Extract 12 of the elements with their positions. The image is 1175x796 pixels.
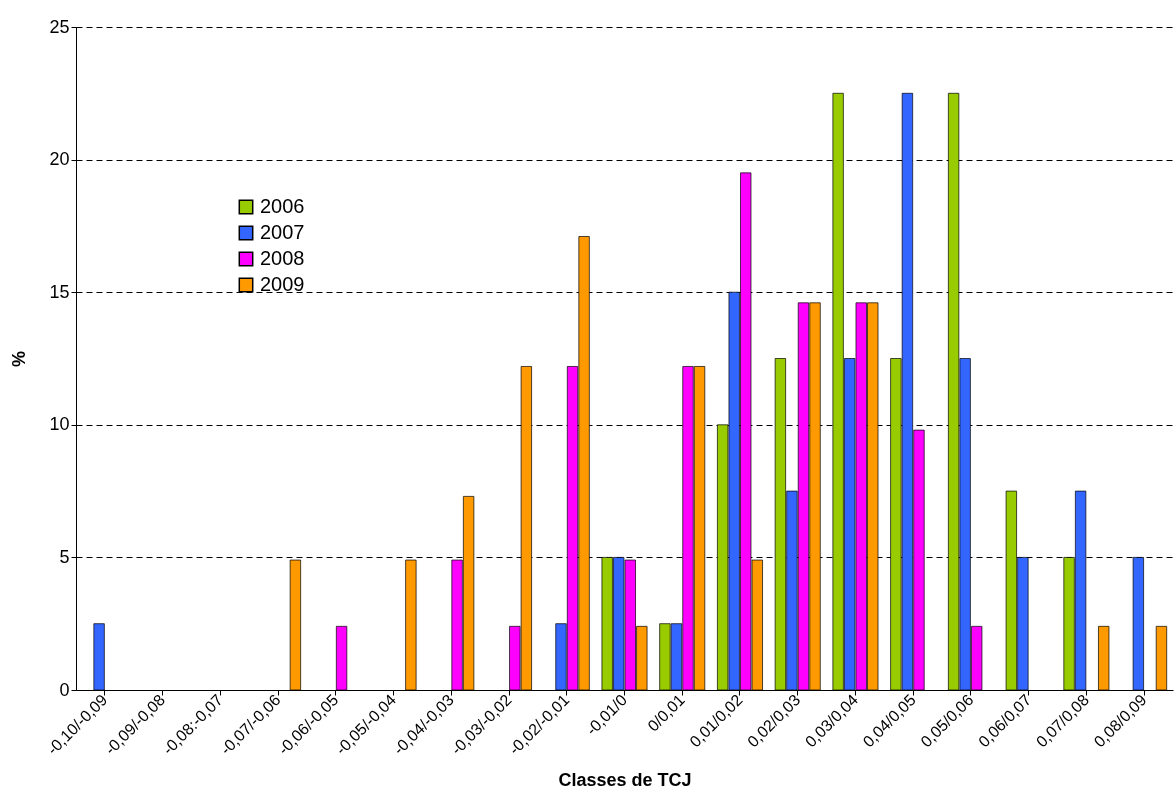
y-tick-label: 10 (49, 414, 70, 435)
y-tick-label: 20 (49, 149, 70, 170)
y-axis-title: % (9, 350, 30, 368)
y-tick-label: 15 (49, 281, 70, 302)
legend-label: 2008 (260, 247, 305, 269)
legend-label: 2009 (260, 273, 305, 295)
legend-label: 2007 (260, 221, 305, 243)
y-tick-label: 0 (59, 679, 70, 700)
legend-label: 2006 (260, 195, 305, 217)
y-tick-label: 5 (59, 546, 70, 567)
x-axis-title: Classes de TCJ (558, 769, 692, 790)
y-tick-label: 25 (49, 16, 70, 37)
